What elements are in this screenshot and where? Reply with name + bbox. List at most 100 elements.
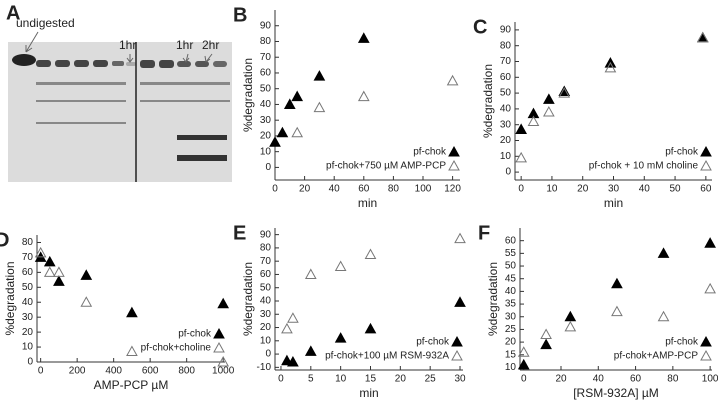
y-tick-label: 70: [22, 252, 34, 263]
y-tick-label: 90: [260, 229, 272, 240]
x-tick-label: 50: [670, 184, 682, 195]
data-point: [446, 74, 459, 86]
y-tick-label: 20: [260, 322, 272, 333]
y-tick-label: 25: [505, 324, 517, 335]
y-tick-label: 30: [22, 312, 34, 323]
x-tick-label: 60: [700, 184, 712, 195]
y-tick-label: 10: [500, 151, 512, 162]
y-tick-label: 80: [260, 243, 272, 254]
data-point: [304, 345, 317, 356]
x-tick-label: 15: [365, 374, 377, 385]
legend-label: pf-chok: [665, 337, 699, 348]
x-tick-label: 20: [395, 374, 407, 385]
legend-marker: [213, 327, 225, 339]
y-axis-label: %degradation: [3, 261, 17, 335]
data-point: [604, 61, 617, 73]
data-point: [126, 306, 138, 318]
x-tick-label: 400: [105, 366, 122, 377]
y-tick-label: 0: [265, 349, 271, 360]
y-tick-label: 30: [500, 119, 512, 130]
y-tick-label: 30: [260, 309, 272, 320]
y-tick-label: 40: [260, 99, 272, 110]
data-point: [611, 277, 623, 289]
y-tick-label: 60: [22, 267, 34, 278]
data-point: [517, 346, 530, 357]
y-tick-label: 45: [505, 273, 517, 284]
y-tick-label: 20: [500, 135, 512, 146]
x-tick-label: 120: [444, 184, 461, 195]
x-tick-label: 40: [593, 374, 605, 385]
y-tick-label: 20: [22, 327, 34, 338]
data-point: [564, 310, 577, 322]
data-point: [304, 268, 317, 279]
gel-arrows: [25, 31, 213, 63]
data-point: [291, 90, 304, 102]
x-tick-label: 80: [667, 374, 679, 385]
x-tick-label: 20: [577, 184, 589, 195]
y-tick-label: 50: [505, 261, 517, 272]
y-tick-label: 80: [22, 237, 34, 248]
data-point: [543, 93, 555, 104]
legend-label: pf-chok+choline: [141, 343, 212, 354]
y-tick-label: 15: [505, 349, 517, 360]
y-tick-label: 80: [500, 40, 512, 51]
panel-letter: A: [6, 2, 20, 24]
legend-label: pf-chok + 10 mM choline: [589, 161, 699, 172]
x-tick-label: 100: [415, 184, 432, 195]
x-tick-label: 10: [335, 374, 347, 385]
data-point: [53, 266, 65, 277]
y-tick-label: 40: [500, 104, 512, 115]
data-point: [527, 115, 540, 127]
y-tick-label: 10: [505, 362, 517, 373]
data-point: [281, 322, 293, 334]
data-point: [43, 255, 56, 267]
y-axis-label: %degradation: [241, 58, 255, 132]
data-point: [540, 338, 552, 350]
gel-label: 1hr: [176, 38, 193, 52]
legend-label: pf-chok: [178, 329, 212, 340]
data-point: [704, 237, 716, 248]
data-point: [543, 106, 555, 117]
y-tick-label: 0: [27, 357, 33, 368]
y-tick-label: 90: [500, 25, 512, 36]
data-point: [696, 31, 709, 43]
legend-label: pf-chok+750 µM AMP-PCP: [326, 161, 446, 172]
x-axis-label: [RSM-932A] µM: [573, 386, 659, 400]
legend-label: pf-chok: [665, 147, 699, 158]
data-point: [454, 232, 466, 244]
x-tick-label: 10: [546, 184, 558, 195]
data-point: [287, 312, 299, 323]
legend-marker: [700, 145, 712, 157]
data-point: [287, 356, 299, 367]
y-tick-label: 55: [505, 248, 517, 259]
x-tick-label: 20: [299, 184, 311, 195]
data-point: [80, 269, 93, 280]
y-tick-label: 0: [265, 162, 271, 173]
x-tick-label: 60: [358, 184, 370, 195]
data-point: [291, 126, 304, 138]
legend-marker: [451, 335, 463, 347]
gel-label: 2hr: [202, 38, 219, 52]
y-tick-label: 30: [260, 115, 272, 126]
legend-marker: [448, 159, 460, 171]
data-point: [269, 136, 281, 147]
x-tick-label: 600: [142, 366, 159, 377]
legend-marker: [451, 349, 463, 361]
legend-marker: [213, 341, 225, 353]
x-tick-label: 30: [454, 374, 466, 385]
data-point: [704, 282, 716, 294]
legend-label: pf-chok: [413, 147, 447, 158]
data-point: [540, 328, 552, 339]
x-tick-label: 40: [639, 184, 651, 195]
x-tick-label: 5: [308, 374, 314, 385]
x-tick-label: 40: [329, 184, 341, 195]
x-tick-label: 0: [272, 184, 278, 195]
x-tick-label: 800: [178, 366, 195, 377]
y-tick-label: 50: [260, 83, 272, 94]
y-tick-label: 60: [260, 269, 272, 280]
x-tick-label: 25: [425, 374, 437, 385]
data-point: [564, 320, 577, 332]
